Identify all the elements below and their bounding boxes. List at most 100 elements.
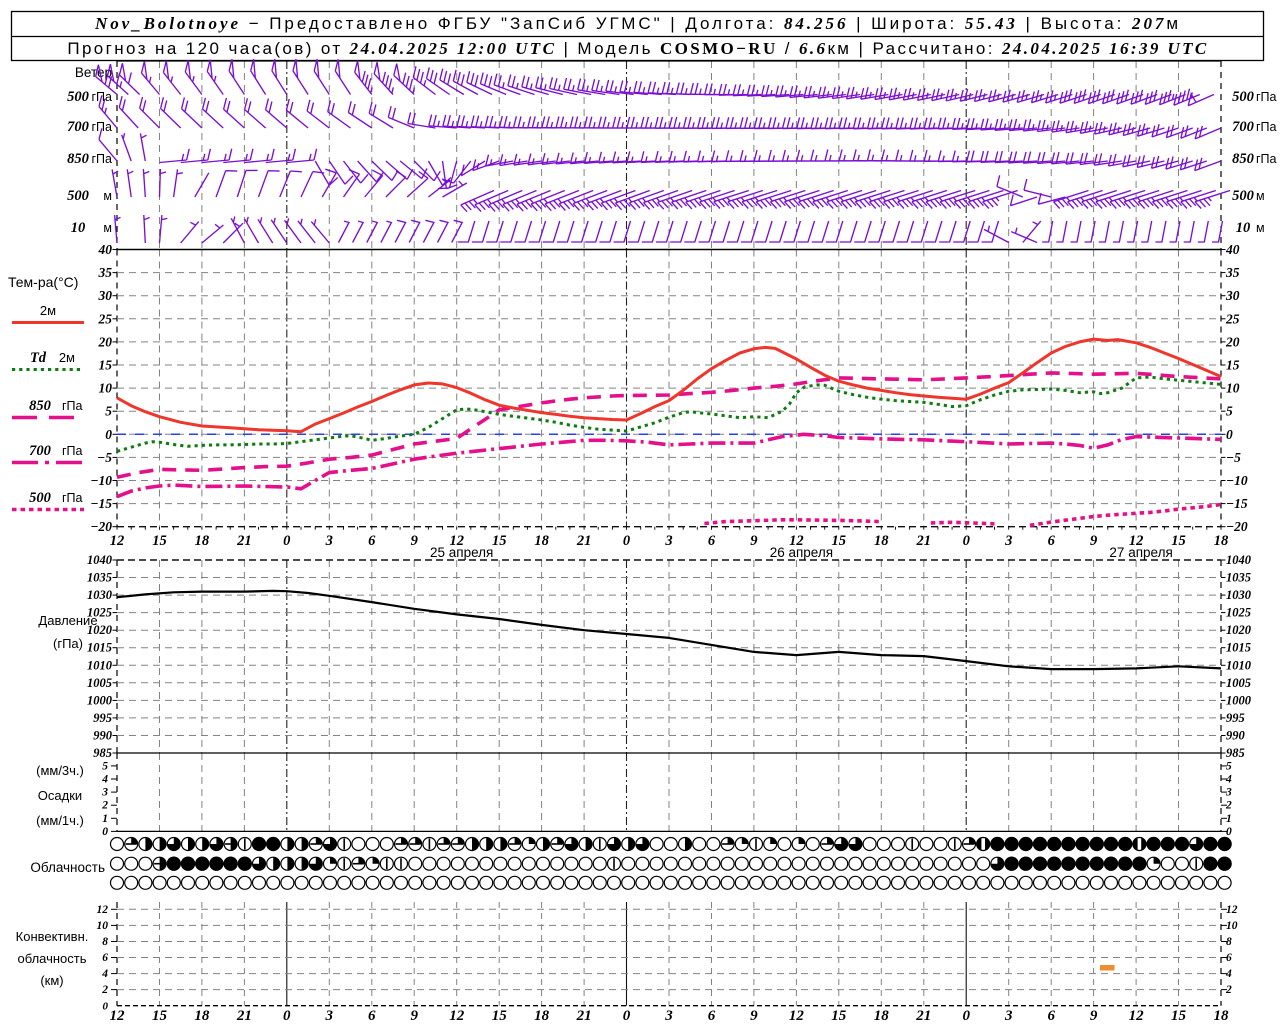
svg-text:8: 8 — [102, 936, 108, 948]
svg-text:(мм/3ч.): (мм/3ч.) — [36, 763, 84, 778]
svg-text:850: 850 — [67, 151, 89, 167]
svg-text:Td: Td — [30, 350, 47, 366]
svg-text:6: 6 — [708, 533, 716, 549]
svg-text:12: 12 — [789, 533, 804, 549]
svg-text:гПа: гПа — [92, 120, 113, 134]
svg-text:6: 6 — [708, 1008, 716, 1024]
svg-text:1005: 1005 — [1226, 676, 1251, 690]
svg-text:гПа: гПа — [62, 491, 83, 505]
svg-text:−10: −10 — [90, 473, 112, 488]
svg-text:15: 15 — [152, 1008, 168, 1024]
svg-text:6: 6 — [102, 952, 108, 964]
svg-text:гПа: гПа — [62, 444, 83, 458]
svg-text:12: 12 — [110, 1008, 126, 1024]
svg-text:995: 995 — [1226, 711, 1245, 725]
svg-text:850: 850 — [1232, 151, 1254, 167]
svg-text:1035: 1035 — [1226, 571, 1251, 585]
svg-text:−20: −20 — [1226, 519, 1248, 534]
svg-text:9: 9 — [411, 533, 418, 549]
svg-text:1015: 1015 — [87, 641, 112, 655]
svg-text:15: 15 — [492, 1008, 508, 1024]
svg-text:гПа: гПа — [1256, 152, 1277, 166]
svg-text:−15: −15 — [1226, 496, 1248, 511]
svg-text:12: 12 — [1129, 533, 1144, 549]
svg-text:15: 15 — [152, 533, 167, 549]
svg-text:6: 6 — [368, 533, 376, 549]
svg-text:10: 10 — [97, 920, 109, 932]
svg-text:9: 9 — [1090, 1008, 1098, 1024]
svg-text:Облачность: Облачность — [30, 860, 105, 875]
svg-text:−5: −5 — [1226, 450, 1241, 465]
svg-text:990: 990 — [1226, 729, 1246, 743]
svg-text:18: 18 — [534, 1008, 550, 1024]
svg-text:1: 1 — [1226, 813, 1232, 825]
svg-text:(гПа): (гПа) — [53, 636, 83, 651]
svg-text:1025: 1025 — [1226, 606, 1251, 620]
svg-text:м: м — [103, 221, 112, 235]
svg-text:12: 12 — [1226, 904, 1238, 916]
svg-text:0: 0 — [283, 1008, 291, 1024]
svg-text:850: 850 — [29, 398, 51, 414]
svg-text:−10: −10 — [1226, 473, 1248, 488]
svg-text:2: 2 — [1225, 984, 1232, 996]
svg-text:21: 21 — [236, 533, 252, 549]
svg-text:гПа: гПа — [1256, 90, 1277, 104]
svg-text:Осадки: Осадки — [38, 788, 82, 803]
svg-text:25: 25 — [1225, 311, 1240, 326]
svg-text:40: 40 — [98, 242, 113, 257]
svg-text:18: 18 — [195, 533, 210, 549]
svg-text:15: 15 — [1171, 1008, 1187, 1024]
svg-text:20: 20 — [98, 334, 113, 349]
svg-text:500: 500 — [67, 188, 89, 204]
svg-text:2м: 2м — [40, 303, 56, 318]
svg-text:1025: 1025 — [87, 606, 112, 620]
svg-text:5: 5 — [1226, 760, 1232, 772]
svg-text:21: 21 — [576, 533, 592, 549]
svg-text:26 апреля: 26 апреля — [770, 545, 833, 560]
svg-text:3: 3 — [1225, 787, 1232, 799]
svg-text:10: 10 — [1226, 920, 1238, 932]
svg-text:15: 15 — [492, 533, 507, 549]
svg-text:10: 10 — [1226, 381, 1240, 396]
svg-text:1: 1 — [102, 813, 108, 825]
svg-text:Тем-ра(°C): Тем-ра(°C) — [8, 274, 78, 290]
svg-text:м: м — [103, 189, 112, 203]
svg-text:3: 3 — [664, 1008, 673, 1024]
svg-text:3: 3 — [664, 533, 672, 549]
svg-text:м: м — [1256, 189, 1265, 203]
svg-text:0: 0 — [1226, 427, 1233, 442]
svg-text:21: 21 — [236, 1008, 252, 1024]
svg-text:5: 5 — [1226, 404, 1233, 419]
svg-text:1020: 1020 — [87, 623, 113, 637]
svg-text:6: 6 — [1047, 1008, 1055, 1024]
svg-text:6: 6 — [368, 1008, 376, 1024]
svg-text:18: 18 — [534, 533, 549, 549]
svg-text:30: 30 — [1225, 288, 1240, 303]
svg-text:25: 25 — [98, 311, 113, 326]
svg-text:12: 12 — [789, 1008, 805, 1024]
svg-text:0: 0 — [283, 533, 290, 549]
svg-text:3: 3 — [101, 787, 108, 799]
svg-text:500: 500 — [29, 490, 51, 506]
svg-text:18: 18 — [874, 533, 889, 549]
svg-text:18: 18 — [1214, 1008, 1230, 1024]
svg-text:4: 4 — [101, 968, 108, 980]
svg-text:15: 15 — [1226, 358, 1240, 373]
svg-text:25 апреля: 25 апреля — [430, 545, 493, 560]
svg-text:Прогноз на 120 часа(ов) от 24.: Прогноз на 120 часа(ов) от 24.04.2025 12… — [67, 39, 1208, 58]
svg-text:гПа: гПа — [62, 399, 83, 413]
svg-text:12: 12 — [1129, 1008, 1145, 1024]
svg-text:Давление: Давление — [38, 613, 97, 628]
svg-text:1000: 1000 — [1226, 693, 1252, 707]
svg-text:4: 4 — [1225, 968, 1232, 980]
svg-text:40: 40 — [1225, 242, 1240, 257]
svg-text:0: 0 — [1226, 826, 1232, 838]
svg-text:облачность: облачность — [17, 951, 86, 966]
svg-text:3: 3 — [1004, 533, 1012, 549]
svg-text:4: 4 — [1225, 774, 1232, 786]
svg-text:3: 3 — [325, 533, 333, 549]
svg-text:10: 10 — [71, 220, 86, 236]
svg-text:12: 12 — [449, 1008, 465, 1024]
svg-text:0: 0 — [623, 1008, 631, 1024]
svg-text:0: 0 — [103, 1001, 109, 1013]
